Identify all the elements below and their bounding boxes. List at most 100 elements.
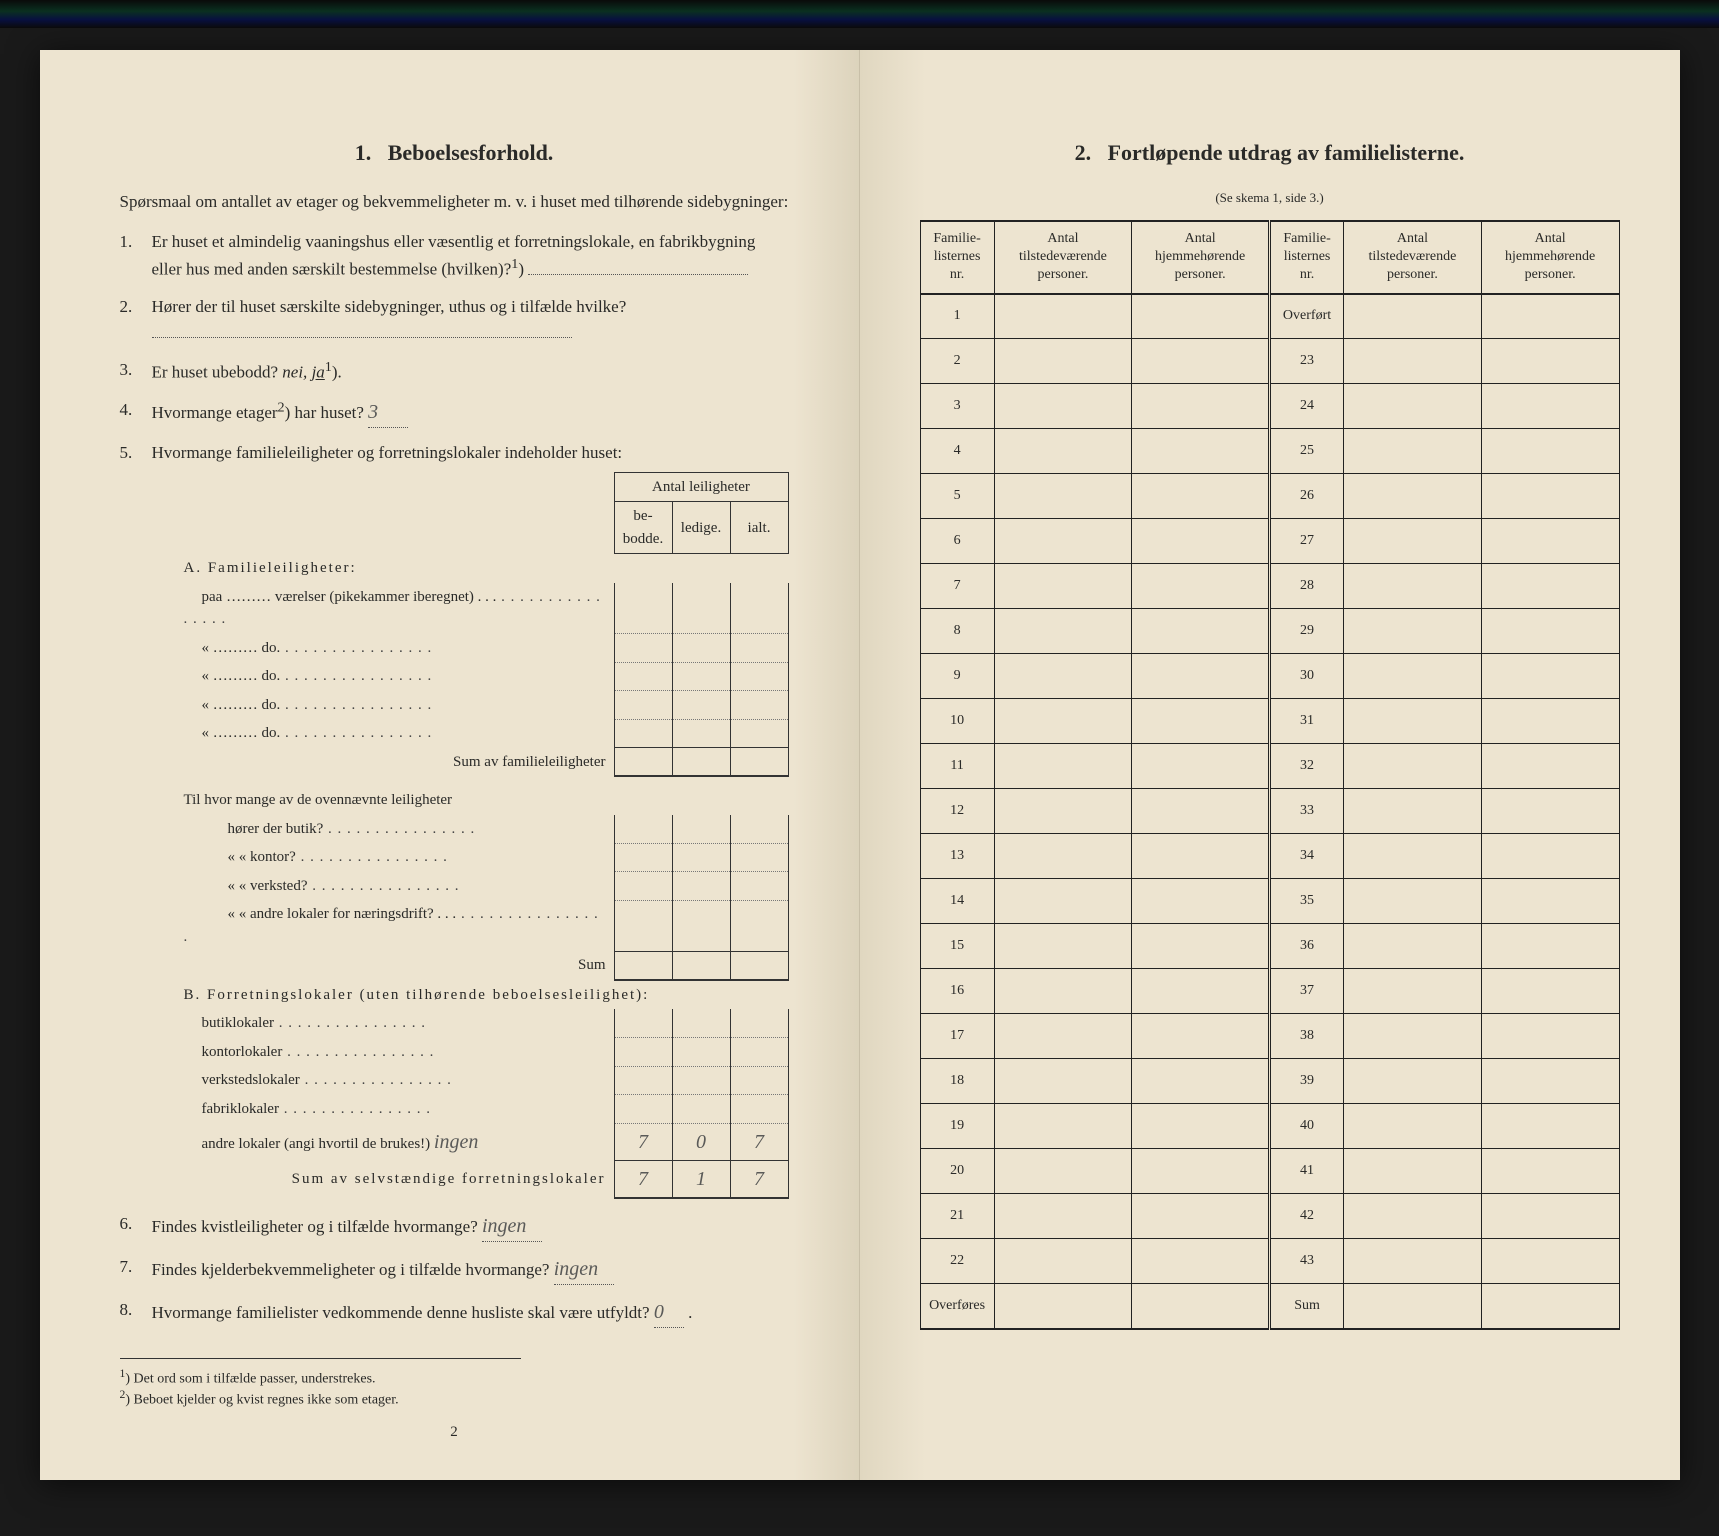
fam-right-present (1344, 654, 1482, 699)
annex-cell (730, 843, 788, 872)
fam-right-home (1481, 294, 1619, 339)
annex-row: fabriklokaler (178, 1095, 789, 1124)
fam-left-home (1132, 654, 1270, 699)
annex-cell (614, 1095, 672, 1124)
q1-num: 1. (120, 229, 133, 255)
q4: 4. Hvormange etager2) har huset? 3 (152, 397, 789, 428)
annex-cell (614, 583, 672, 634)
annex-cell (730, 634, 788, 663)
fam-left-home (1132, 519, 1270, 564)
annex-mid-q: Til hvor mange av de ovennævnte leilighe… (178, 776, 789, 815)
fam-right-present (1344, 294, 1482, 339)
q1-text: Er huset et almindelig vaaningshus eller… (152, 232, 756, 279)
fam-right-home (1481, 834, 1619, 879)
fam-left-present (994, 474, 1132, 519)
annex-cell (730, 1009, 788, 1038)
annex-cell (614, 691, 672, 720)
annex-row-label: paa ……… værelser (pikekammer iberegnet) … (178, 583, 615, 634)
annex-cell (672, 634, 730, 663)
fam-left-home (1132, 834, 1270, 879)
right-subtitle: (Se skema 1, side 3.) (920, 190, 1620, 206)
q6-text: Findes kvistleiligheter og i tilfælde hv… (152, 1217, 478, 1236)
annex-cell: 1 (672, 1160, 730, 1198)
annex-cell (672, 872, 730, 901)
fam-right-present (1344, 474, 1482, 519)
fam-right-present (1344, 1239, 1482, 1284)
fam-left-nr: 16 (920, 969, 994, 1014)
annex-cell (614, 1009, 672, 1038)
family-row: 1Overført (920, 294, 1619, 339)
family-table: Familie- listernes nr. Antal tilstedevær… (920, 220, 1620, 1330)
fn2-text: ) Beboet kjelder og kvist regnes ikke so… (125, 1392, 398, 1407)
q4-hand: 3 (368, 397, 408, 428)
annex-row-label: butiklokaler (178, 1009, 615, 1038)
footnotes: 1) Det ord som i tilfælde passer, unders… (120, 1358, 521, 1408)
fam-left-home (1132, 339, 1270, 384)
fam-left-nr: 6 (920, 519, 994, 564)
family-row: 223 (920, 339, 1619, 384)
fam-right-nr: 29 (1269, 609, 1343, 654)
fam-left-home (1132, 1104, 1270, 1149)
annex-cell (614, 634, 672, 663)
annex-row-label: « « kontor? (178, 843, 615, 872)
annex-row-label: Sum av familieleiligheter (178, 748, 615, 777)
footnote-2: 2) Beboet kjelder og kvist regnes ikke s… (120, 1388, 521, 1409)
annex-cell (614, 951, 672, 980)
q7-num: 7. (120, 1254, 133, 1280)
family-row: 12 33 (920, 789, 1619, 834)
family-row: 1637 (920, 969, 1619, 1014)
fam-right-home (1481, 1014, 1619, 1059)
annex-cell (730, 951, 788, 980)
fam-right-nr: 38 (1269, 1014, 1343, 1059)
footnote-1: 1) Det ord som i tilfælde passer, unders… (120, 1367, 521, 1388)
fam-left-present (994, 789, 1132, 834)
fam-right-present (1344, 339, 1482, 384)
annex-row-label: kontorlokaler (178, 1038, 615, 1067)
fam-right-nr: 24 (1269, 384, 1343, 429)
fam-right-home (1481, 609, 1619, 654)
annex-row-label: Sum (178, 951, 615, 980)
fam-cell (994, 1284, 1132, 1329)
fam-left-nr: 19 (920, 1104, 994, 1149)
fam-left-home (1132, 879, 1270, 924)
annex-row: « « kontor? (178, 843, 789, 872)
fam-left-present (994, 1239, 1132, 1284)
annex-cell (730, 900, 788, 951)
fam-right-nr: 27 (1269, 519, 1343, 564)
fam-left-home (1132, 294, 1270, 339)
family-row: 1536 (920, 924, 1619, 969)
family-footer-row: OverføresSum (920, 1284, 1619, 1329)
fam-right-present (1344, 789, 1482, 834)
annex-cell: 7 (614, 1123, 672, 1160)
fam-left-nr: 3 (920, 384, 994, 429)
fam-left-present (994, 744, 1132, 789)
fam-right-nr: 33 (1269, 789, 1343, 834)
family-row: 2243 (920, 1239, 1619, 1284)
annex-cell (672, 748, 730, 777)
right-title-text: Fortløpende utdrag av familielisterne. (1108, 140, 1465, 165)
q3-a: Er huset ubebodd? (152, 363, 279, 382)
fam-right-footer: Sum (1269, 1284, 1343, 1329)
fam-right-home (1481, 429, 1619, 474)
fam-left-present (994, 294, 1132, 339)
q4-b: ) har huset? (285, 403, 364, 422)
family-row: 2142 (920, 1194, 1619, 1239)
annex-row: verkstedslokaler (178, 1066, 789, 1095)
annex-cell (730, 1066, 788, 1095)
fam-h3: Antal hjemmehørende personer. (1132, 221, 1270, 294)
annex-row: butiklokaler (178, 1009, 789, 1038)
q3-b: nei, (282, 363, 307, 382)
fam-left-present (994, 384, 1132, 429)
fam-left-nr: 14 (920, 879, 994, 924)
fam-right-home (1481, 1149, 1619, 1194)
fam-left-nr: 9 (920, 654, 994, 699)
annex-cell (672, 1009, 730, 1038)
annex-cell (672, 691, 730, 720)
fam-left-home (1132, 924, 1270, 969)
q5-num: 5. (120, 440, 133, 466)
fam-left-present (994, 654, 1132, 699)
fam-left-nr: 15 (920, 924, 994, 969)
fam-right-home (1481, 879, 1619, 924)
annex-B-title: B. Forretningslokaler (uten tilhørende b… (178, 980, 789, 1010)
fam-left-nr: 12 (920, 789, 994, 834)
